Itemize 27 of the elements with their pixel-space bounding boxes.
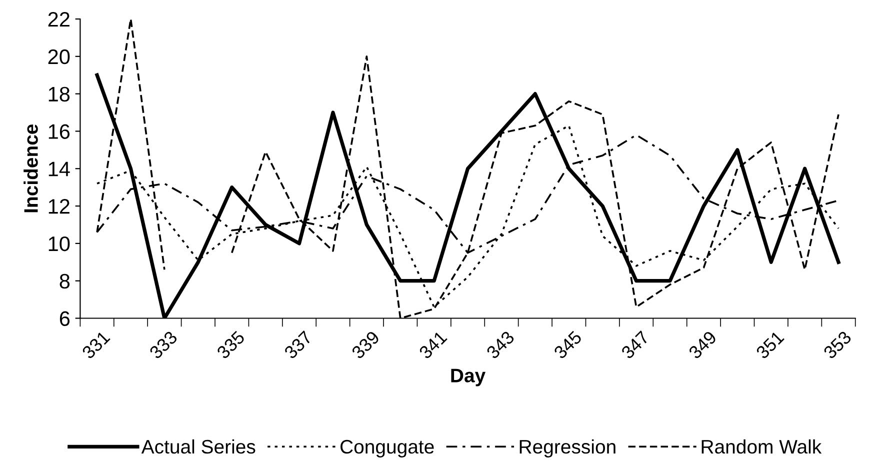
- x-tick-label: 351: [755, 330, 785, 360]
- x-tick-label: 337: [283, 330, 313, 360]
- legend-label: Regression: [520, 439, 616, 458]
- x-tick-label: 333: [148, 330, 178, 360]
- x-tick-label: 343: [486, 330, 515, 360]
- y-tick-label: 10: [48, 236, 70, 252]
- x-tick-label: 341: [418, 330, 448, 360]
- x-tick-label: 335: [216, 330, 246, 360]
- x-tick-label: 331: [81, 330, 110, 360]
- y-tick-label: 18: [48, 86, 70, 102]
- legend-label: Congugate: [340, 440, 434, 458]
- x-tick-label: 345: [553, 330, 582, 360]
- y-tick-label: 12: [48, 199, 70, 214]
- x-tick-label: 349: [688, 330, 718, 360]
- legend-label: Random Walk: [702, 439, 822, 454]
- x-axis-title: Day: [451, 368, 486, 386]
- y-tick-label: 14: [48, 162, 70, 176]
- x-tick-label: 347: [620, 330, 650, 360]
- y-tick-label: 6: [60, 311, 70, 326]
- y-tick-label: 8: [60, 274, 70, 289]
- x-tick-label: 353: [822, 330, 852, 360]
- y-tick-label: 20: [48, 49, 70, 64]
- y-tick-label: 16: [48, 124, 70, 139]
- y-axis-title: Incidence: [24, 124, 38, 212]
- legend-label: Actual Series: [141, 439, 256, 454]
- x-tick-label: 339: [350, 330, 380, 360]
- y-tick-label: 22: [48, 12, 70, 27]
